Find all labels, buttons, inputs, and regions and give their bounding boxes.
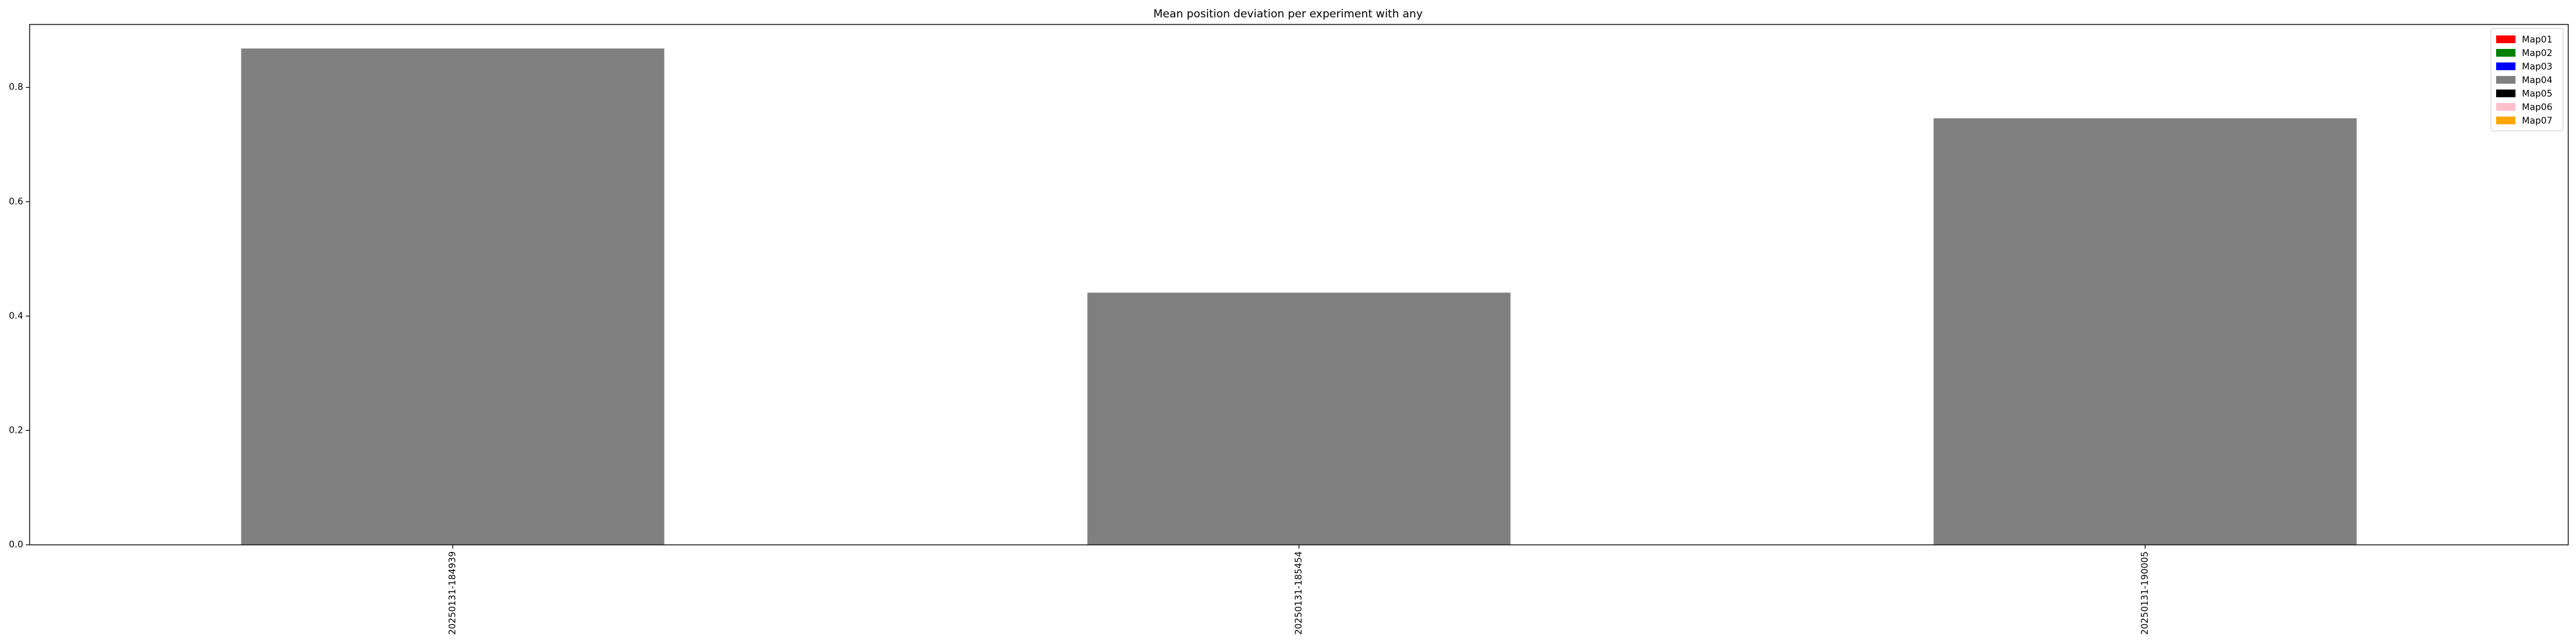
legend-swatch-map01 <box>2496 35 2515 43</box>
chart-title: Mean position deviation per experiment w… <box>1153 8 1423 21</box>
bar-20250131-184939 <box>241 48 665 545</box>
y-tick-label: 0.6 <box>9 196 23 207</box>
bar-20250131-190005 <box>1933 118 2357 545</box>
x-axis: 20250131-184939 20250131-185454 20250131-1… <box>448 545 2150 635</box>
legend-label-map02: Map02 <box>2522 48 2552 59</box>
bars-group <box>241 48 2357 545</box>
legend-swatch-map02 <box>2496 49 2515 57</box>
y-tick-label: 0.2 <box>9 425 23 435</box>
bar-20250131-185454 <box>1087 292 1511 545</box>
legend-label-map06: Map06 <box>2522 102 2552 113</box>
legend-label-map05: Map05 <box>2522 89 2552 99</box>
legend-label-map03: Map03 <box>2522 62 2552 72</box>
y-tick-label: 0.0 <box>9 540 23 550</box>
y-tick-label: 0.4 <box>9 311 23 321</box>
plot-frame <box>29 24 2569 545</box>
legend-swatch-map07 <box>2496 117 2515 124</box>
legend-label-map01: Map01 <box>2522 35 2552 45</box>
legend-label-map04: Map04 <box>2522 75 2552 86</box>
y-axis: 0.0 0.2 0.4 0.6 0.8 <box>9 82 30 550</box>
legend-swatch-map06 <box>2496 103 2515 111</box>
legend: Map01 Map02 Map03 Map04 Map05 Map06 Map07 <box>2490 28 2564 131</box>
x-tick-label: 20250131-185454 <box>1294 551 1304 635</box>
x-tick-label: 20250131-190005 <box>2140 551 2150 635</box>
y-tick-label: 0.8 <box>9 82 23 93</box>
legend-swatch-map05 <box>2496 90 2515 97</box>
legend-label-map07: Map07 <box>2522 116 2552 126</box>
legend-swatch-map03 <box>2496 62 2515 70</box>
legend-swatch-map04 <box>2496 76 2515 84</box>
x-tick-label: 20250131-184939 <box>448 551 458 635</box>
